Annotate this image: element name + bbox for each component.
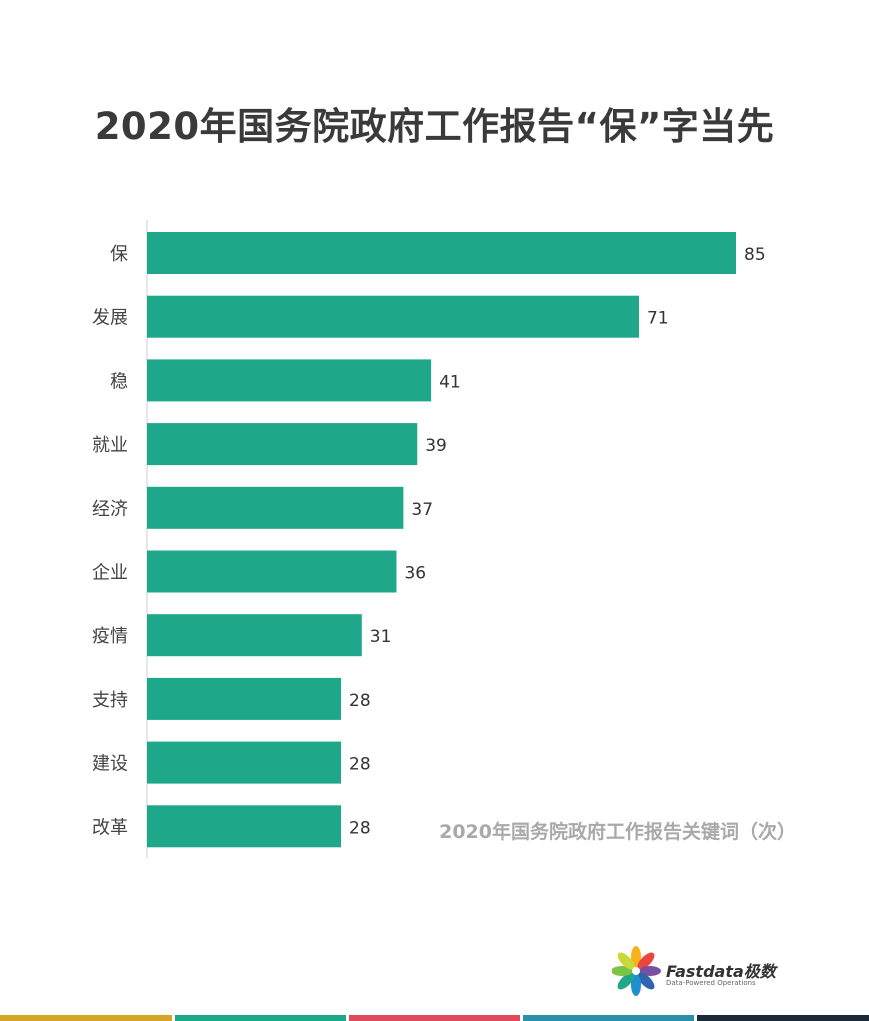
bar — [147, 805, 342, 848]
stripe-segment — [175, 1015, 346, 1021]
category-label: 发展 — [92, 308, 128, 329]
stripe-segment — [523, 1015, 694, 1021]
chart-title: 2020年国务院政府工作报告“保”字当先 — [94, 105, 775, 148]
data-label: 31 — [370, 627, 392, 647]
data-label: 71 — [647, 309, 669, 329]
data-label: 41 — [439, 372, 461, 392]
category-label: 疫情 — [92, 626, 128, 647]
stripe-segment — [697, 1015, 869, 1021]
bar — [147, 614, 362, 657]
brand-name: Fastdata极数 — [666, 962, 776, 981]
bar — [147, 741, 342, 784]
category-label: 保 — [110, 244, 128, 265]
category-label: 就业 — [92, 435, 128, 456]
stripe-segment — [0, 1015, 172, 1021]
category-label: 支持 — [92, 690, 128, 711]
category-label: 企业 — [92, 563, 128, 584]
data-label: 36 — [404, 564, 426, 584]
bar — [147, 232, 736, 274]
data-label: 28 — [349, 755, 371, 775]
bar — [147, 295, 639, 338]
category-label: 建设 — [92, 754, 128, 775]
data-label: 37 — [411, 500, 433, 520]
data-label: 28 — [349, 818, 371, 838]
bar — [147, 550, 397, 593]
data-label: 28 — [349, 691, 371, 711]
category-label: 经济 — [92, 499, 128, 520]
category-label: 改革 — [92, 817, 128, 838]
brand-logo: Fastdata极数 Data-Powered Operations — [611, 944, 802, 1004]
bottom-color-stripe — [0, 1015, 869, 1021]
bar — [147, 486, 404, 529]
data-label: 85 — [744, 245, 766, 265]
bar — [147, 423, 418, 466]
chart-annotation: 2020年国务院政府工作报告关键词（次） — [439, 820, 796, 843]
data-label: 39 — [425, 436, 447, 456]
brand-tagline: Data-Powered Operations — [666, 979, 756, 987]
stripe-segment — [349, 1015, 520, 1021]
bar — [147, 359, 432, 402]
category-label: 稳 — [110, 371, 128, 392]
flower-logo-icon — [611, 946, 661, 996]
bar — [147, 677, 342, 720]
